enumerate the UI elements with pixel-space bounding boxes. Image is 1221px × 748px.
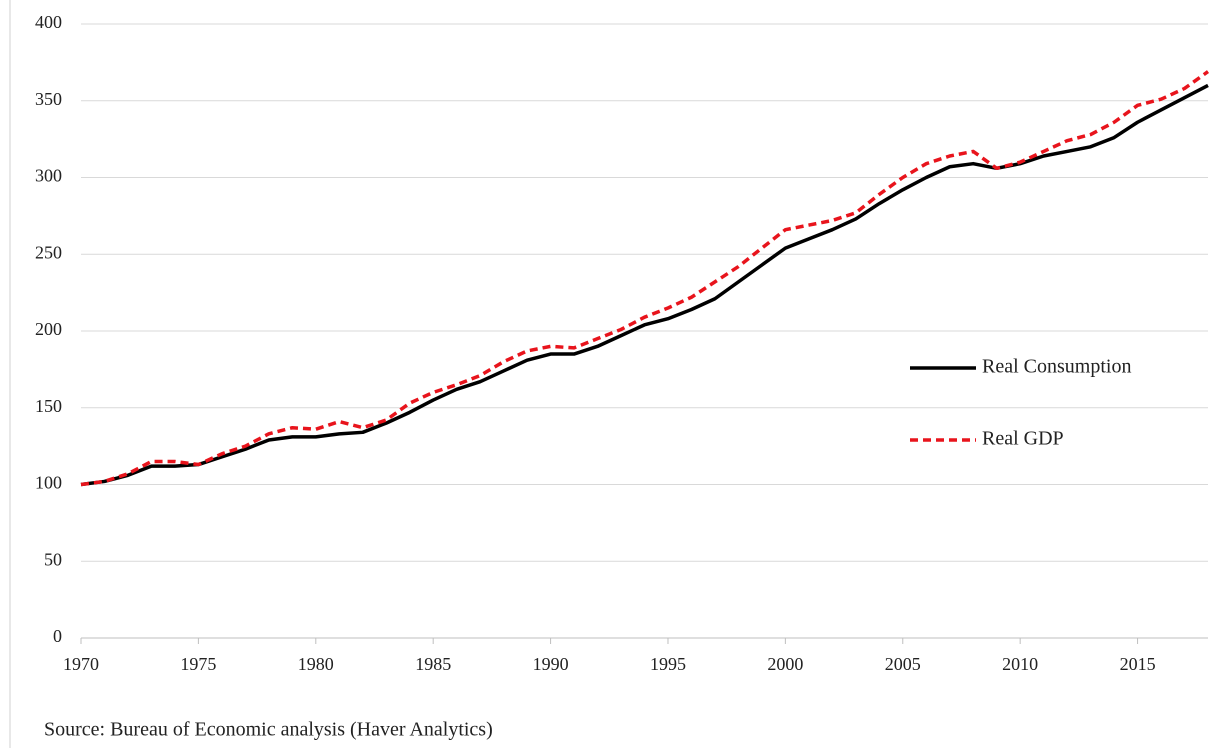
x-tick-label: 1995 (650, 654, 686, 674)
series-line (80, 70, 1210, 487)
x-tick-label: 2010 (1002, 654, 1038, 674)
y-tick-label: 0 (53, 626, 62, 646)
legend-label: Real GDP (982, 428, 1064, 450)
source-note: Source: Bureau of Economic analysis (Hav… (44, 719, 493, 741)
x-tick-label: 1980 (298, 654, 334, 674)
y-tick-label: 50 (44, 549, 62, 569)
x-tick-label: 1970 (63, 654, 99, 674)
x-tick-label: 1985 (415, 654, 451, 674)
y-tick-label: 350 (35, 89, 62, 109)
y-tick-label: 100 (35, 473, 62, 493)
y-tick-label: 400 (35, 12, 62, 32)
x-tick-label: 1990 (533, 654, 569, 674)
x-tick-label: 1975 (180, 654, 216, 674)
y-tick-label: 150 (35, 396, 62, 416)
x-tick-label: 2000 (767, 654, 803, 674)
y-tick-label: 200 (35, 319, 62, 339)
x-tick-label: 2015 (1120, 654, 1156, 674)
series-line (80, 83, 1209, 487)
y-tick-label: 300 (35, 166, 62, 186)
legend-label: Real Consumption (982, 356, 1131, 378)
x-tick-label: 2005 (885, 654, 921, 674)
y-tick-label: 250 (35, 242, 62, 262)
